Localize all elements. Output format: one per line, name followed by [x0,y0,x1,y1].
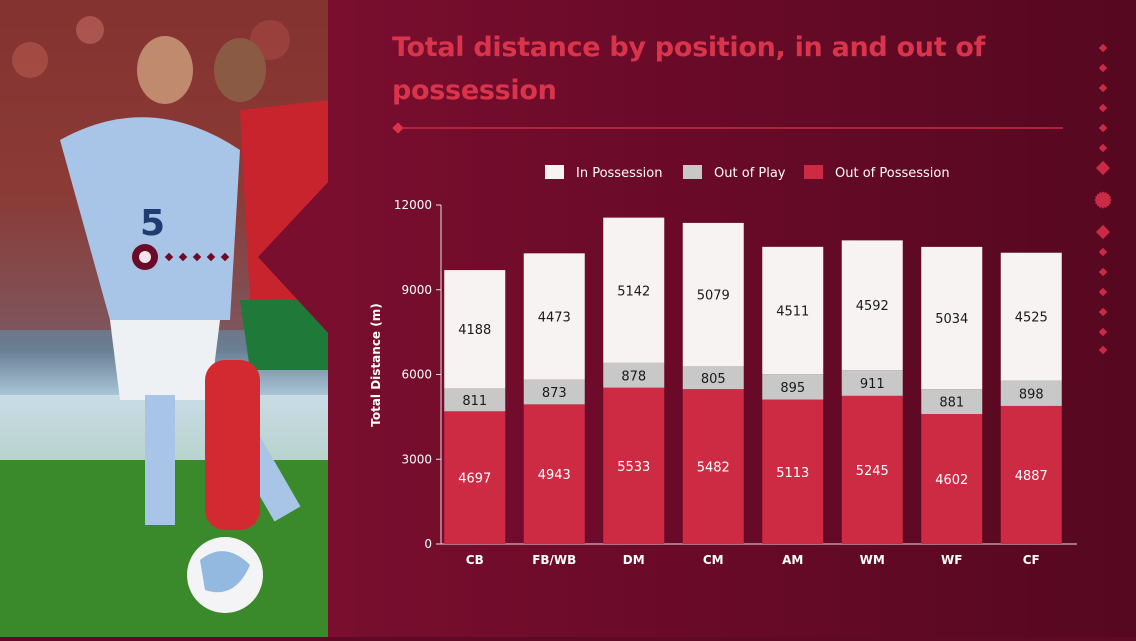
bar-segment-out-of-possession [603,387,665,544]
bar-segment-out-of-play [762,374,824,400]
bar-segment-out-of-play [444,388,506,412]
y-tick-label: 0 [424,537,432,551]
bar-value-label: 4592 [856,299,889,314]
bar-segment-out-of-play [523,379,585,405]
decorative-diamond [1098,287,1108,297]
bar-segment-in-possession [841,240,903,371]
chart-title: Total distance by position, in and out o… [392,32,986,106]
bar-segment-out-of-possession [921,413,983,544]
bar-segment-in-possession [921,246,983,390]
bar-value-label: 5142 [617,284,650,299]
bar-value-label: 4887 [1015,469,1048,484]
bar-value-label: 4525 [1015,311,1048,326]
bar-segment-out-of-possession [523,404,585,544]
decorative-diamond [1098,103,1108,113]
x-tick-label: DM [623,553,645,567]
legend-label: Out of Possession [835,166,950,181]
decorative-diamond [1098,267,1108,277]
decorative-diamond [1098,247,1108,257]
bar-segment-in-possession [603,217,665,363]
legend-label: In Possession [576,166,662,181]
x-tick-label: AM [782,553,803,567]
legend-swatch [545,165,564,179]
bar-value-label: 911 [860,377,885,392]
bar-value-label: 4602 [935,473,968,488]
bar-value-label: 5245 [856,464,889,479]
legend-swatch [683,165,702,179]
bar-segment-in-possession [682,222,744,367]
y-tick-label: 3000 [401,452,432,466]
decorative-star [1094,191,1112,209]
x-tick-label: CM [703,553,724,567]
x-tick-label: FB/WB [532,553,576,567]
bar-segment-in-possession [444,270,506,389]
y-tick-label: 12000 [394,198,432,212]
x-tick-label: WM [860,553,885,567]
bar-value-label: 5113 [776,466,809,481]
decorative-diamond [1098,143,1108,153]
bar-value-label: 805 [701,372,726,387]
bar-value-label: 5034 [935,312,968,327]
decorative-diamond [1098,83,1108,93]
bar-segment-out-of-possession [762,399,824,544]
decorative-diamond [1095,224,1111,240]
bar-value-label: 4511 [776,305,809,320]
bar-segment-in-possession [523,253,585,380]
jersey-number: 5 [140,203,165,244]
bar-segment-in-possession [762,246,824,375]
x-tick-label: CB [466,553,484,567]
bar-segment-out-of-play [921,389,983,414]
bar-segment-in-possession [1000,252,1062,381]
decorative-diamond [1098,307,1108,317]
photo-illustration: 5 [0,0,330,637]
bar-value-label: 873 [542,386,567,401]
chart-legend: In Possession Out of Play Out of Possessio… [545,165,950,181]
decorative-diamond [1098,123,1108,133]
divider-diamond [392,122,404,134]
bar-value-label: 4943 [538,468,571,483]
bar-value-label: 5482 [697,461,730,476]
bar-segment-out-of-possession [1000,405,1062,544]
decorative-diamond [1098,43,1108,53]
bar-segment-out-of-play [603,362,665,388]
bar-segment-out-of-play [1000,380,1062,406]
bar-segment-out-of-play [682,366,744,390]
x-axis-ticks: CB FB/WB DM CM AM WM WF CF [466,553,1040,567]
bar-value-label: 895 [780,381,805,396]
bar-value-label: 4697 [458,472,491,487]
legend-swatch [804,165,823,179]
bar-value-label: 5533 [617,460,650,475]
football-player-photo: 5 [0,0,330,637]
legend-label: Out of Play [714,166,786,181]
decorative-diamond [1098,63,1108,73]
bar-value-label: 811 [462,394,487,409]
bar-segment-out-of-possession [444,411,506,544]
x-tick-label: CF [1023,553,1040,567]
bar-value-label: 4473 [538,311,571,326]
y-tick-label: 9000 [401,283,432,297]
bar-segment-out-of-possession [682,389,744,544]
bar-value-label: 5079 [697,289,730,304]
y-tick-label: 6000 [401,368,432,382]
y-axis-label: Total Distance (m) [369,303,383,426]
y-axis-ticks: 0 3000 6000 9000 12000 [394,198,441,551]
panel-notch [258,180,330,335]
bar-value-label: 878 [621,369,646,384]
decorative-diamond [1098,345,1108,355]
bar-value-label: 4188 [458,323,491,338]
bar-group: 4697 811 4188 4943 873 4473 5533 878 5142 5482 805… [444,217,1062,544]
bar-value-label: 898 [1019,387,1044,402]
bar-segment-out-of-possession [841,395,903,544]
decorative-diamond [1095,160,1111,176]
bar-segment-out-of-play [841,370,903,396]
decorative-diamond [1098,327,1108,337]
decorative-diamonds [1094,43,1112,355]
x-tick-label: WF [941,553,962,567]
bar-value-label: 881 [939,396,964,411]
